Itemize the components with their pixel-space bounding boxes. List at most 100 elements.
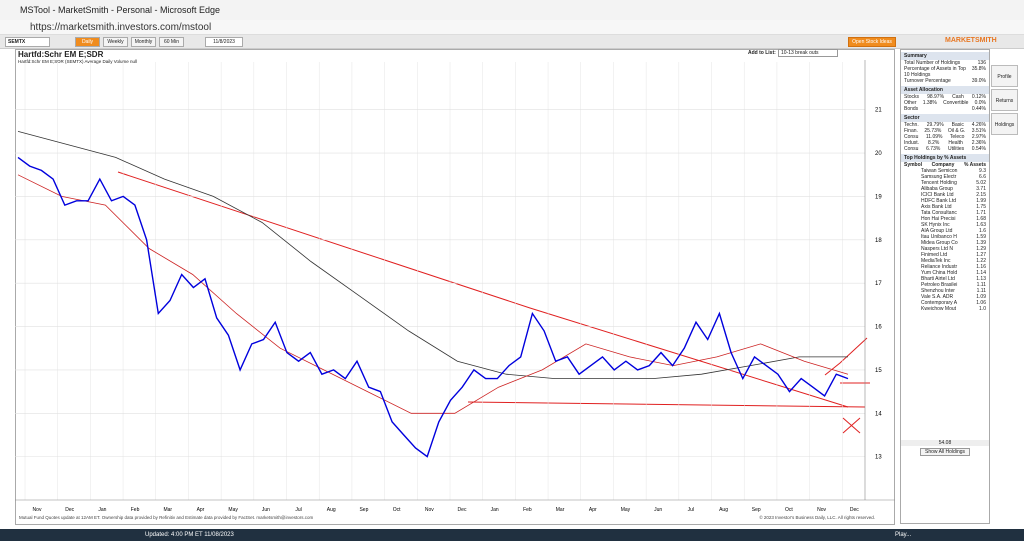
y-tick-label: 17 xyxy=(875,281,882,287)
x-tick-label: Jan xyxy=(98,507,106,513)
x-tick-label: May xyxy=(228,507,238,513)
x-tick-label: Dec xyxy=(65,507,74,513)
cell: 1.13 xyxy=(976,276,986,282)
panel-row: Yum China Hold 1.14 xyxy=(901,270,989,276)
panel-row: Symbol Company % Assets xyxy=(901,162,989,168)
cell: 2.15 xyxy=(976,192,986,198)
x-tick-label: Feb xyxy=(131,507,140,513)
cell: 1.0 xyxy=(979,306,986,312)
cell: 1.11 xyxy=(976,282,986,288)
cell: Indust. xyxy=(904,140,920,146)
panel-row: AIA Group Ltd 1.6 xyxy=(901,228,989,234)
panel-row: Techn. 29.79% Basic 4.26% xyxy=(901,122,989,128)
play[interactable]: Play... xyxy=(895,532,912,538)
date-input[interactable]: 11/8/2023 xyxy=(205,37,243,47)
cell: Vale S.A. ADR xyxy=(921,294,954,300)
timeframe-button[interactable]: Monthly xyxy=(131,37,156,47)
cell: Tata Consultanc xyxy=(921,210,957,216)
x-tick-label: Nov xyxy=(817,507,826,513)
price-line xyxy=(17,156,849,458)
cell: Reliance Industr xyxy=(921,264,958,270)
cell: 3.51% xyxy=(971,128,986,134)
window-title: MSTool - MarketSmith - Personal - Micros… xyxy=(20,5,221,15)
chart-frame xyxy=(15,49,895,525)
moving-average xyxy=(17,131,848,380)
cell: 1.29 xyxy=(976,246,986,252)
url: https://marketsmith.investors.com/mstool xyxy=(30,22,212,33)
cell: Samsung Electr xyxy=(921,174,957,180)
taskbar: Updated: 4:00 PM ET 11/08/2023 Play... xyxy=(0,529,1024,541)
x-tick-label: Aug xyxy=(719,507,728,513)
x-tick-label: Jan xyxy=(491,507,499,513)
cell: 11.09% xyxy=(925,134,943,140)
cell: Itau Unibanco H xyxy=(921,234,957,240)
trend-lines xyxy=(117,171,870,434)
cell: 1.27 xyxy=(976,252,986,258)
panel-row: Shenzhou Inter 1.11 xyxy=(901,288,989,294)
panel-row: Consu 6.73% Utilities 0.54% xyxy=(901,146,989,152)
cell: 25.73% xyxy=(924,128,942,134)
x-tick-label: Jul xyxy=(295,507,301,513)
cell: Naspers Ltd N xyxy=(921,246,953,252)
chart-subtitle: Hartfd:Schr EM E;SDR (SEMTX) Average Dai… xyxy=(18,59,137,64)
symbol-input[interactable]: SEMTX xyxy=(5,37,50,47)
x-tick-label: Jun xyxy=(654,507,662,513)
cell: 1.75 xyxy=(976,204,986,210)
cell: Axis Bank Ltd xyxy=(921,204,952,210)
cell: Shenzhou Inter xyxy=(921,288,955,294)
cell: 3.71 xyxy=(976,186,986,192)
x-tick-label: Sep xyxy=(752,507,761,513)
cell: Midea Group Co xyxy=(921,240,958,246)
panel-row: Percentage of Assets in Top 10 Holdings 3… xyxy=(901,66,989,78)
toolbar: SEMTX Daily Weekly Monthly 60 Min 11/8/2023… xyxy=(0,35,1024,49)
cell: Consu xyxy=(904,146,919,152)
cell: Kweichow Mout xyxy=(921,306,957,312)
moving-average xyxy=(17,174,849,414)
cell: 1.16 xyxy=(976,264,986,270)
panel-row: Alibaba Group 3.71 xyxy=(901,186,989,192)
panel-row: Itau Unibanco H 1.59 xyxy=(901,234,989,240)
timeframe-button[interactable]: 60 Min xyxy=(159,37,184,47)
tab[interactable]: Holdings xyxy=(991,113,1018,135)
tab[interactable]: Profile xyxy=(991,65,1018,87)
ideas-button[interactable]: Open Stock Ideas xyxy=(848,37,896,47)
cell: ICICI Bank Ltd xyxy=(921,192,954,198)
cell: 35.8% xyxy=(971,66,986,72)
cell: Other xyxy=(904,100,917,106)
timeframe-button[interactable]: Weekly xyxy=(103,37,128,47)
address-bar[interactable]: https://marketsmith.investors.com/mstool xyxy=(0,20,1024,35)
cell: Total Number of Holdings xyxy=(904,60,961,66)
y-tick-label: 18 xyxy=(875,238,882,244)
side-tabs: Profile Returns Holdings xyxy=(991,65,1018,137)
cell: AIA Group Ltd xyxy=(921,228,953,234)
cell: 1.22 xyxy=(976,258,986,264)
x-tick-label: Oct xyxy=(785,507,793,513)
cell: Basic xyxy=(951,122,964,128)
status: Updated: 4:00 PM ET 11/08/2023 xyxy=(145,532,234,538)
section-title: Asset Allocation xyxy=(901,86,989,94)
x-tick-label: Oct xyxy=(393,507,401,513)
cell: Taiwan Semicon xyxy=(921,168,958,174)
cell: 1.11 xyxy=(976,288,986,294)
cell: 1.68 xyxy=(976,216,986,222)
y-tick-label: 21 xyxy=(875,108,882,114)
cell: 39.0% xyxy=(971,78,986,84)
x-tick-label: Dec xyxy=(458,507,467,513)
cell: 5.02 xyxy=(976,180,986,186)
cell: 29.79% xyxy=(926,122,944,128)
show-all-button[interactable]: Show All Holdings xyxy=(920,448,970,456)
cell: 2.97% xyxy=(971,134,986,140)
panel-row: Tata Consultanc 1.71 xyxy=(901,210,989,216)
y-tick-label: 16 xyxy=(875,325,882,331)
cell: Finimed Ltd xyxy=(921,252,948,258)
cell: Cash xyxy=(952,94,964,100)
cell: 8.2% xyxy=(927,140,940,146)
arrow xyxy=(824,337,868,376)
brand: MARKETSMITH xyxy=(945,37,997,44)
timeframe-button[interactable]: Daily xyxy=(75,37,100,47)
tab[interactable]: Returns xyxy=(991,89,1018,111)
cell: 6.73% xyxy=(926,146,941,152)
list-select[interactable]: 10-13 break outs xyxy=(778,49,838,57)
panel-row: HDFC Bank Ltd 1.99 xyxy=(901,198,989,204)
